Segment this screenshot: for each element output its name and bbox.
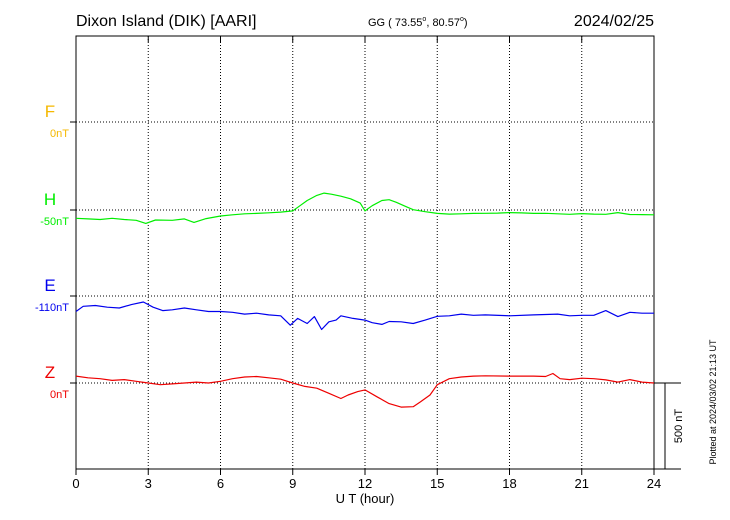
- series-name-f: F: [45, 102, 55, 121]
- series-name-z: Z: [45, 363, 55, 382]
- coordinates-label: GG ( 73.55o, 80.57o): [368, 16, 468, 29]
- x-axis-ticks: 0 3 6 9 12 15 18 21 24: [72, 36, 661, 491]
- x-tick-label-24: 24: [647, 476, 661, 491]
- x-tick-label-9: 9: [289, 476, 296, 491]
- scale-bar: 500 nT: [654, 382, 685, 470]
- plotted-timestamp: Plotted at 2024/03/02 21:13 UT: [708, 339, 718, 465]
- scale-bar-label: 500 nT: [673, 409, 685, 444]
- series-baseline-label-h: -50nT: [40, 216, 69, 228]
- x-tick-label-12: 12: [358, 476, 372, 491]
- series-group: [75, 192, 655, 408]
- coords-lat: GG ( 73.55: [368, 17, 422, 29]
- x-tick-label-21: 21: [575, 476, 589, 491]
- coords-lon: , 80.57: [426, 17, 460, 29]
- x-tick-label-6: 6: [217, 476, 224, 491]
- station-title: Dixon Island (DIK) [AARI]: [76, 13, 257, 30]
- x-axis-title: U T (hour): [336, 491, 395, 506]
- grid: [147, 36, 583, 469]
- series-baseline-label-f: 0nT: [50, 128, 69, 140]
- series-line-e: [75, 301, 654, 331]
- baselines: [70, 121, 654, 384]
- coords-close: ): [464, 17, 468, 29]
- x-tick-label-15: 15: [430, 476, 444, 491]
- date-label: 2024/02/25: [574, 13, 654, 30]
- coords-lat-degree: o: [422, 16, 426, 23]
- coords-lon-degree: o: [460, 16, 464, 23]
- series-name-e: E: [44, 276, 55, 295]
- x-tick-label-0: 0: [72, 476, 79, 491]
- x-tick-label-18: 18: [502, 476, 516, 491]
- series-line-z: [75, 372, 655, 408]
- series-name-h: H: [44, 190, 56, 209]
- series-baseline-label-e: -110nT: [35, 302, 69, 314]
- series-baseline-label-z: 0nT: [50, 389, 69, 401]
- series-line-h: [75, 192, 655, 224]
- component-labels: F 0nT H -50nT E -110nT Z 0nT: [35, 102, 69, 401]
- x-tick-label-3: 3: [145, 476, 152, 491]
